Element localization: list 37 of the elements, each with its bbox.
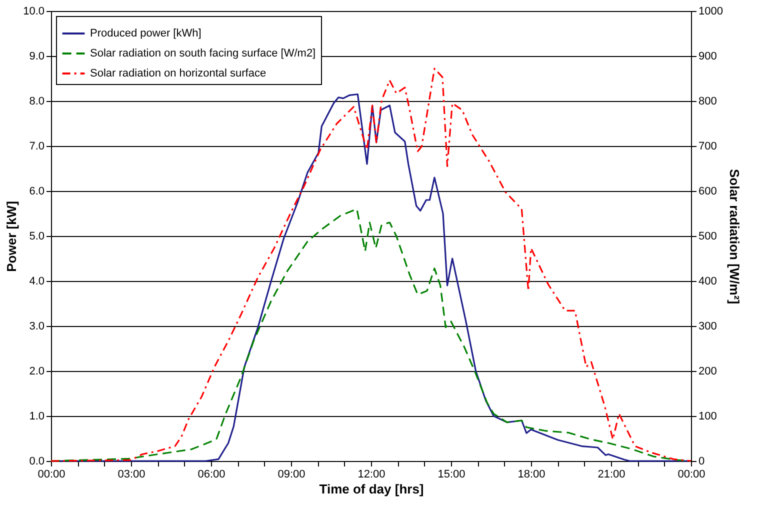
y-tick-label: 5.0	[29, 230, 44, 242]
y2-axis-title: Solar radiation [W/m²]	[726, 168, 742, 304]
y-tick-label: 6.0	[29, 186, 44, 198]
y2-tick-label: 800	[698, 96, 717, 108]
y2-tick-label: 1000	[698, 6, 723, 18]
y-tick-label: 1.0	[29, 410, 44, 422]
y-tick-label: 3.0	[29, 320, 44, 332]
y2-tick-label: 500	[698, 230, 717, 242]
x-tick-label: 06:00	[198, 468, 226, 480]
y-tick-label: 4.0	[29, 276, 44, 288]
y2-tick-label: 400	[698, 276, 717, 288]
x-tick-label: 00:00	[678, 468, 706, 480]
x-tick-label: 21:00	[598, 468, 626, 480]
legend-label: Solar radiation on south facing surface [W/m2]	[90, 48, 316, 60]
legend-label: Solar radiation on horizontal surface	[90, 68, 266, 80]
y-tick-label: 10.0	[23, 6, 44, 18]
y-axis-title: Power [kW]	[4, 201, 20, 272]
legend-label: Produced power [kWh]	[90, 28, 202, 40]
y2-tick-label: 700	[698, 140, 717, 152]
x-tick-label: 03:00	[118, 468, 146, 480]
y-tick-label: 0.0	[29, 456, 44, 468]
x-tick-label: 00:00	[38, 468, 66, 480]
y2-tick-label: 100	[698, 410, 717, 422]
x-tick-label: 15:00	[438, 468, 466, 480]
y-tick-label: 8.0	[29, 96, 44, 108]
y2-tick-label: 0	[698, 456, 705, 468]
y-tick-label: 9.0	[29, 50, 44, 62]
y2-tick-label: 600	[698, 186, 717, 198]
y2-tick-label: 200	[698, 366, 717, 378]
x-tick-label: 18:00	[518, 468, 546, 480]
y2-tick-label: 300	[698, 320, 717, 332]
y-tick-label: 2.0	[29, 366, 44, 378]
x-tick-label: 12:00	[358, 468, 386, 480]
y-tick-label: 7.0	[29, 140, 44, 152]
y2-tick-label: 900	[698, 50, 717, 62]
x-tick-label: 09:00	[278, 468, 306, 480]
x-axis-title: Time of day [hrs]	[319, 482, 424, 496]
